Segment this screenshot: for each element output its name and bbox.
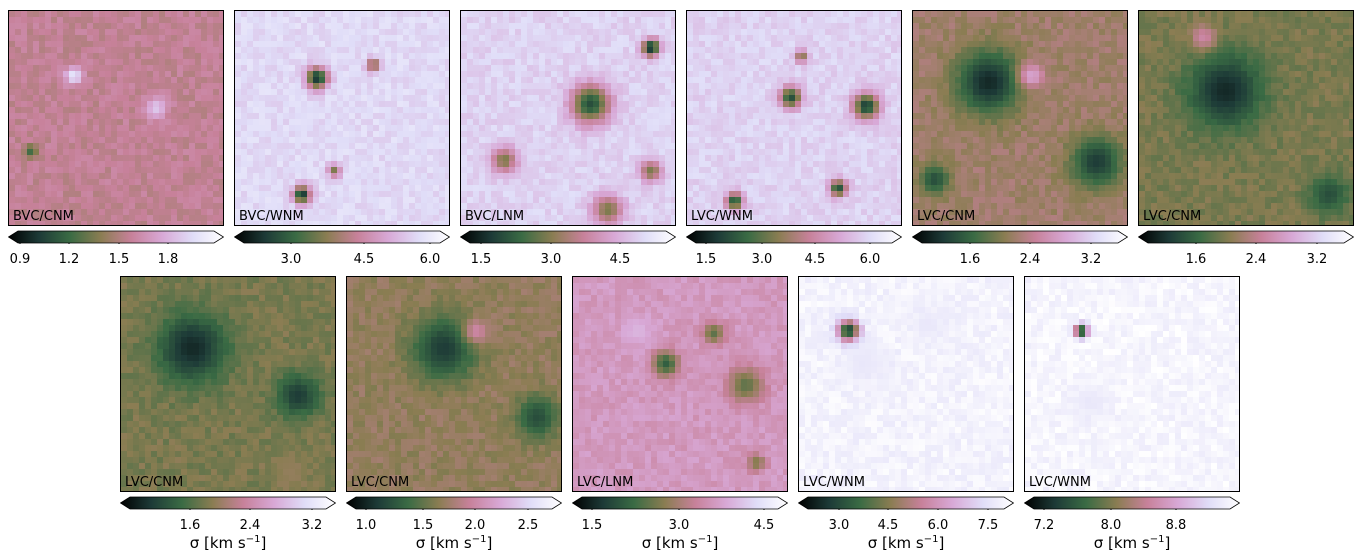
map-image: BVC/WNM	[234, 10, 450, 226]
colorbar-tick-label: 2.4	[239, 518, 261, 533]
colorbar-tick-label: 1.8	[157, 252, 179, 267]
map-image: BVC/LNM	[460, 10, 676, 226]
map-image: LVC/CNM	[1138, 10, 1354, 226]
panel-8: LVC/CNM 1.0 1.5 2.0 2.5 σ [km s−1]	[346, 276, 562, 556]
colorbar-tick-label: 6.0	[927, 518, 949, 533]
panel-1: BVC/CNM 0.9 1.2 1.5 1.8	[8, 10, 224, 290]
colorbar-tick-label: 2.5	[517, 518, 539, 533]
panel-7: LVC/CNM 1.6 2.4 3.2 σ [km s−1]	[120, 276, 336, 556]
colorbar-tick-label: 3.0	[668, 518, 690, 533]
map-image: LVC/CNM	[912, 10, 1128, 226]
colorbar	[234, 230, 450, 244]
colorbar-tick-label: 1.5	[108, 252, 130, 267]
colorbar-tick-label: 3.0	[540, 252, 562, 267]
colorbar-tick-label: 3.2	[1080, 252, 1102, 267]
colorbar-tick-label: 3.0	[751, 252, 773, 267]
map-image: LVC/WNM	[1024, 276, 1240, 492]
colorbar-tick-label: 1.6	[1185, 252, 1207, 267]
colorbar-unit-label: σ [km s−1]	[189, 534, 267, 552]
panel-label: LVC/CNM	[125, 475, 184, 490]
colorbar	[798, 496, 1014, 510]
colorbar-tick-label: 7.2	[1033, 518, 1055, 533]
colorbar-unit-label: σ [km s−1]	[415, 534, 493, 552]
map-image: LVC/WNM	[686, 10, 902, 226]
colorbar	[460, 230, 676, 244]
colorbar-tick-label: 4.5	[877, 518, 899, 533]
panel-6: LVC/CNM 1.6 2.4 3.2	[1138, 10, 1354, 290]
colorbar-tick-label: 3.0	[280, 252, 302, 267]
colorbar-tick-label: 1.5	[695, 252, 717, 267]
colorbar	[686, 230, 902, 244]
colorbar	[572, 496, 788, 510]
colorbar	[8, 230, 224, 244]
colorbar-tick-label: 3.2	[301, 518, 323, 533]
panel-5: LVC/CNM 1.6 2.4 3.2	[912, 10, 1128, 290]
panel-4: LVC/WNM 1.5 3.0 4.5 6.0	[686, 10, 902, 290]
colorbar-tick-label: 6.0	[419, 252, 441, 267]
panel-label: BVC/LNM	[465, 209, 525, 224]
panel-label: LVC/WNM	[691, 209, 753, 224]
colorbar-tick-label: 1.6	[179, 518, 201, 533]
colorbar-unit-label: σ [km s−1]	[641, 534, 719, 552]
panel-10: LVC/WNM 3.0 4.5 6.0 7.5 σ [km s−1]	[798, 276, 1014, 556]
colorbar-tick-label: 0.9	[9, 252, 31, 267]
panel-9: LVC/LNM 1.5 3.0 4.5 σ [km s−1]	[572, 276, 788, 556]
colorbar-tick-label: 4.5	[753, 518, 775, 533]
colorbar-tick-label: 3.0	[828, 518, 850, 533]
panel-2: BVC/WNM 3.0 4.5 6.0	[234, 10, 450, 290]
map-image: LVC/CNM	[120, 276, 336, 492]
colorbar	[1138, 230, 1354, 244]
colorbar	[120, 496, 336, 510]
colorbar-tick-label: 1.0	[355, 518, 377, 533]
colorbar-tick-label: 1.5	[470, 252, 492, 267]
panel-label: BVC/CNM	[13, 209, 74, 224]
map-image: LVC/WNM	[798, 276, 1014, 492]
panel-label: LVC/LNM	[577, 475, 634, 490]
colorbar-tick-label: 1.5	[412, 518, 434, 533]
colorbar-tick-label: 2.0	[464, 518, 486, 533]
colorbar-tick-label: 4.5	[609, 252, 631, 267]
panel-label: LVC/WNM	[803, 475, 865, 490]
colorbar-tick-label: 4.5	[353, 252, 375, 267]
colorbar-tick-label: 1.2	[58, 252, 80, 267]
panel-label: BVC/WNM	[239, 209, 304, 224]
colorbar-tick-label: 1.5	[581, 518, 603, 533]
colorbar-tick-label: 6.0	[859, 252, 881, 267]
colorbar-unit-label: σ [km s−1]	[1093, 534, 1171, 552]
colorbar	[1024, 496, 1240, 510]
colorbar-tick-label: 3.2	[1306, 252, 1328, 267]
panel-label: LVC/WNM	[1029, 475, 1091, 490]
map-image: LVC/CNM	[346, 276, 562, 492]
colorbar	[912, 230, 1128, 244]
colorbar-tick-label: 2.4	[1019, 252, 1041, 267]
panel-3: BVC/LNM 1.5 3.0 4.5	[460, 10, 676, 290]
colorbar-tick-label: 8.0	[1100, 518, 1122, 533]
colorbar	[346, 496, 562, 510]
colorbar-unit-label: σ [km s−1]	[867, 534, 945, 552]
panel-11: LVC/WNM 7.2 8.0 8.8 σ [km s−1]	[1024, 276, 1240, 556]
colorbar-tick-label: 1.6	[959, 252, 981, 267]
map-image: BVC/CNM	[8, 10, 224, 226]
panel-label: LVC/CNM	[1143, 209, 1202, 224]
panel-label: LVC/CNM	[351, 475, 410, 490]
panel-label: LVC/CNM	[917, 209, 976, 224]
colorbar-tick-label: 8.8	[1165, 518, 1187, 533]
colorbar-tick-label: 2.4	[1245, 252, 1267, 267]
colorbar-tick-label: 7.5	[977, 518, 999, 533]
colorbar-tick-label: 4.5	[804, 252, 826, 267]
map-image: LVC/LNM	[572, 276, 788, 492]
